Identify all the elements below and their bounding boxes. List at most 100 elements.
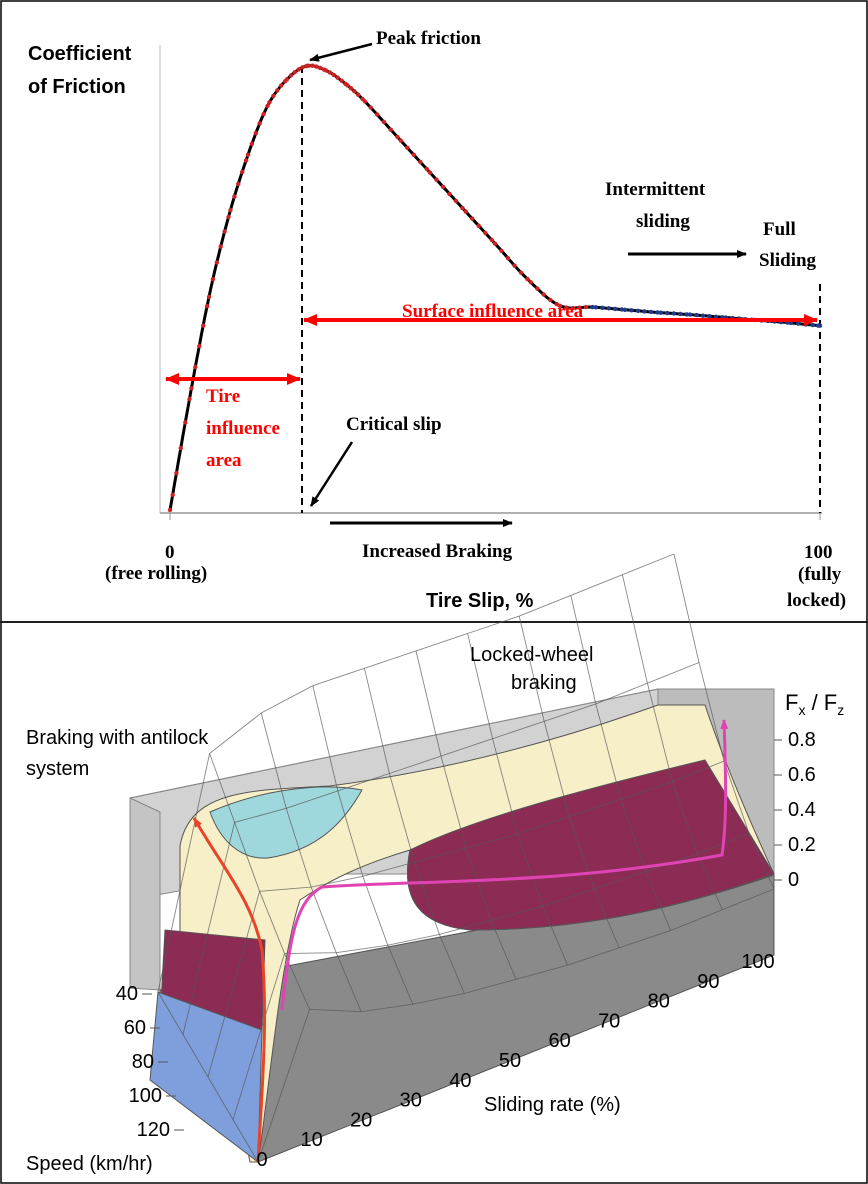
bottom-panel-frame [0, 621, 868, 1184]
slide-tick-label: 30 [400, 1090, 422, 1112]
friction-curve-marker [368, 105, 373, 110]
friction-curve-marker [292, 70, 297, 75]
friction-curve-marker [339, 78, 344, 83]
friction-curve-marker [314, 64, 319, 69]
z-label-div: / F [805, 690, 837, 715]
full-sliding-label-line-1: Full [763, 219, 796, 240]
friction-curve-marker [635, 308, 641, 313]
friction-curve-marker [564, 305, 569, 310]
friction-curve-marker [489, 237, 494, 243]
friction-curve-marker [411, 152, 416, 157]
x-axis-label: Tire Slip, % [426, 590, 534, 612]
z-tick-label: 0 [788, 869, 799, 891]
speed-axis-label: Speed (km/hr) [26, 1153, 153, 1175]
friction-curve-marker [483, 230, 488, 236]
mesh-line-slide [415, 650, 517, 980]
friction-curve-marker [541, 292, 546, 297]
z-tick-label: 0.6 [788, 764, 816, 786]
x-tick-100: 100 [804, 542, 833, 563]
tire-influence-label-line-2: influence [206, 418, 280, 439]
friction-curve-marker [642, 309, 647, 314]
friction-curve-marker [306, 63, 311, 68]
speed-tick-label: 40 [116, 983, 138, 1005]
friction-curve-marker [665, 310, 670, 316]
friction-curve-marker [796, 321, 801, 326]
friction-curve-marker [619, 307, 624, 312]
mesh-line-slide [621, 574, 723, 910]
friction-curve-marker [243, 158, 249, 163]
friction-curve-marker [245, 152, 251, 157]
friction-curve-marker [348, 86, 354, 91]
y-label-line-1: Coefficient [28, 43, 132, 65]
friction-curve-marker [193, 364, 198, 370]
friction-curve-marker [335, 75, 340, 80]
z-axis-label: Fx / Fz [785, 690, 844, 718]
z-tick-label: 0.4 [788, 799, 816, 821]
friction-curve-marker [535, 286, 540, 291]
x-tick-0-caption: (free rolling) [105, 563, 207, 584]
friction-curve-marker [210, 277, 216, 282]
z-ticks-layer: 0.8 0.6 0.4 0.2 0 [774, 729, 816, 891]
surface-cyan-region [209, 786, 363, 859]
friction-curve-marker [499, 248, 504, 253]
friction-curve-marker [275, 88, 280, 93]
friction-curve-marker [707, 314, 712, 319]
friction-curve-marker [167, 507, 173, 513]
mesh-line-slide [518, 615, 620, 948]
friction-curve-marker [470, 216, 475, 221]
critical-slip-arrow [309, 441, 354, 507]
friction-curve-marker [296, 67, 301, 72]
x-tick-100-caption-1: (fully [798, 564, 842, 585]
friction-curve-marker [310, 63, 315, 68]
friction-curve-marker [300, 65, 305, 70]
mesh-line-slide [157, 991, 259, 1163]
friction-curve-marker [284, 77, 290, 82]
speed-tick-label: 60 [124, 1017, 146, 1039]
friction-curve-marker [236, 181, 241, 187]
slide-tick-label: 0 [256, 1149, 267, 1171]
x-tick-100-caption-2: locked) [787, 590, 846, 611]
friction-curve-marker [655, 310, 660, 315]
surface-maroon-region [407, 759, 775, 931]
friction-curve-marker [388, 127, 393, 132]
friction-curve-marker [178, 445, 183, 451]
friction-curve-marker [240, 169, 245, 175]
friction-curve-marker [583, 304, 589, 310]
friction-curve-marker [629, 308, 634, 313]
left-wall [129, 797, 161, 991]
slide-tick-label: 60 [548, 1030, 570, 1052]
speed-tick-label: 100 [129, 1085, 162, 1107]
friction-curve-marker [197, 343, 202, 349]
friction-curve-marker [463, 209, 468, 214]
peak-friction-arrow [309, 42, 373, 62]
friction-curve-marker [214, 260, 219, 265]
friction-curve-marker [447, 191, 452, 197]
friction-curve-marker [460, 205, 465, 211]
friction-curve-marker [557, 303, 563, 308]
back-wall-top-edge [129, 688, 659, 799]
friction-curve-marker [327, 70, 333, 75]
friction-curve-marker [257, 121, 262, 126]
friction-curve-marker [600, 305, 605, 310]
friction-curve-marker [228, 207, 233, 213]
locked-wheel-trajectory-arrow [280, 719, 729, 1011]
friction-curve-line [168, 64, 821, 511]
friction-curve-marker [398, 138, 403, 143]
slide-tick-label: 100 [741, 951, 774, 973]
friction-curve-marker [593, 305, 598, 310]
friction-curve-marker [505, 256, 511, 261]
friction-curve-marker [232, 194, 237, 199]
friction-curve-marker [267, 100, 272, 105]
friction-curve-marker [317, 65, 323, 71]
friction-curve-marker [323, 68, 329, 73]
friction-curve-marker [803, 322, 808, 327]
friction-curve-marker [577, 305, 582, 310]
friction-curve-marker [261, 111, 266, 117]
z-label-sub-x: x [798, 702, 805, 718]
z-label-sub-z: z [837, 702, 844, 718]
slide-tick-label: 90 [697, 971, 719, 993]
mesh-line-slide [570, 595, 672, 931]
z-tick-label: 0.8 [788, 729, 816, 751]
friction-curve-marker [518, 270, 524, 275]
friction-curve-marker [226, 214, 231, 220]
